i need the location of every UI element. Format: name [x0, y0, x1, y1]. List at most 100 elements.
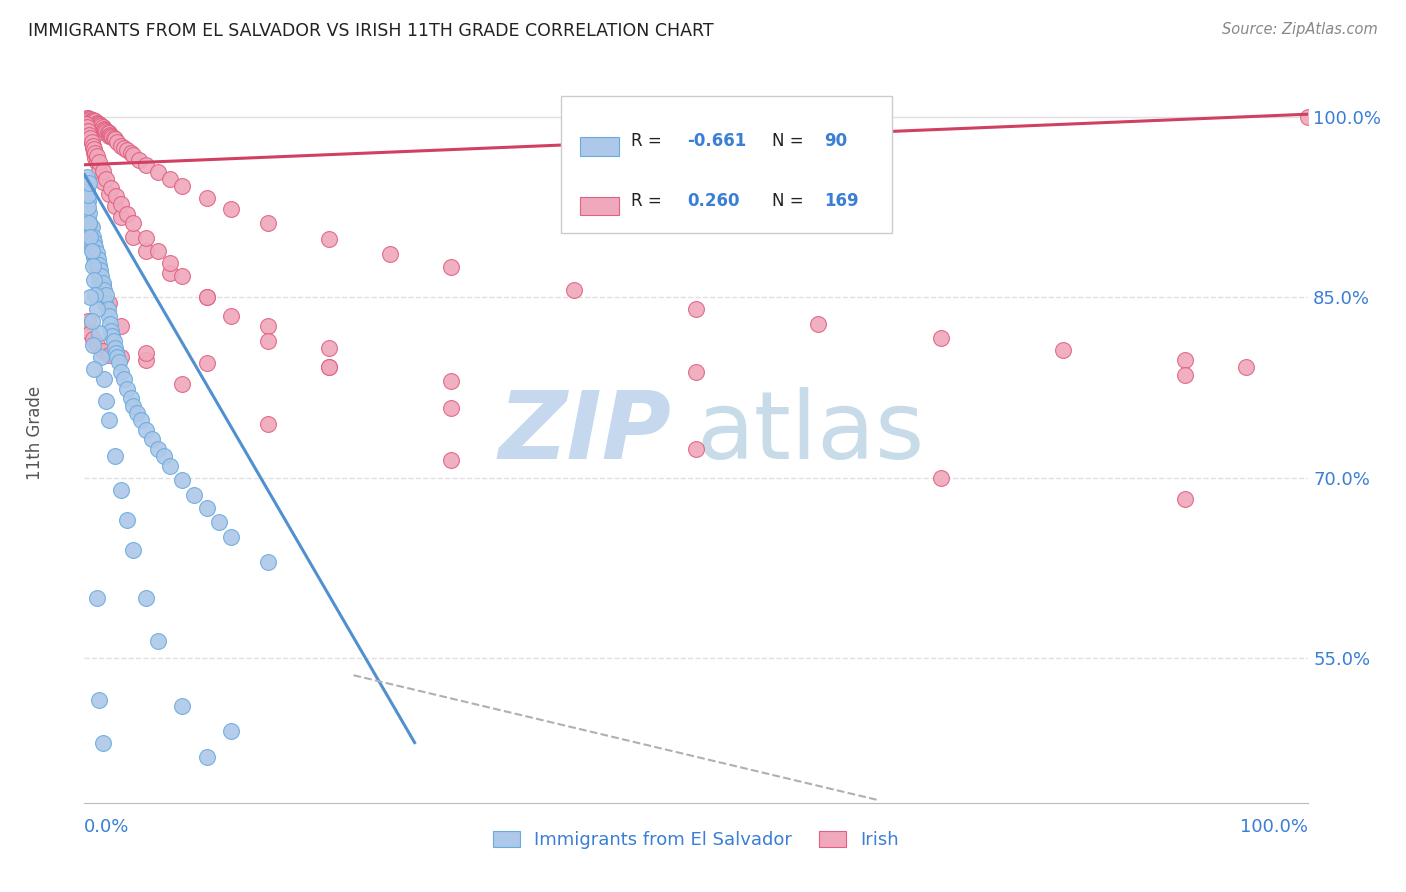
Point — [172, 268, 194, 283]
Point — [93, 283, 115, 297]
Point — [82, 117, 104, 131]
Point — [135, 352, 157, 367]
Point — [318, 232, 340, 246]
Point — [79, 326, 101, 341]
Point — [159, 266, 181, 280]
Point — [135, 244, 157, 259]
Point — [83, 251, 105, 265]
Point — [96, 172, 118, 186]
Point — [112, 141, 135, 155]
Point — [807, 317, 830, 331]
Point — [97, 413, 120, 427]
Point — [87, 258, 110, 272]
Point — [97, 302, 120, 317]
Point — [183, 488, 205, 502]
Point — [77, 123, 100, 137]
Point — [82, 230, 104, 244]
Point — [90, 120, 112, 134]
Point — [77, 128, 100, 142]
Point — [1296, 110, 1319, 124]
Text: N =: N = — [772, 192, 808, 210]
Point — [380, 247, 402, 261]
Point — [80, 135, 103, 149]
Legend: Immigrants from El Salvador, Irish: Immigrants from El Salvador, Irish — [492, 831, 900, 849]
Point — [257, 555, 280, 569]
Point — [93, 121, 115, 136]
Point — [77, 224, 100, 238]
Point — [257, 334, 280, 348]
Point — [83, 142, 105, 156]
Point — [83, 145, 105, 160]
Point — [90, 268, 112, 283]
Point — [128, 153, 150, 167]
Point — [79, 112, 101, 126]
Point — [122, 543, 145, 558]
Point — [91, 278, 114, 293]
Point — [82, 244, 104, 259]
Point — [91, 344, 114, 359]
Point — [172, 179, 194, 194]
Point — [120, 392, 142, 406]
Point — [86, 115, 108, 129]
Point — [82, 138, 104, 153]
Point — [98, 128, 121, 142]
Point — [77, 314, 100, 328]
Point — [115, 144, 138, 158]
Point — [84, 123, 107, 137]
Point — [89, 262, 111, 277]
Point — [80, 244, 103, 259]
Point — [91, 175, 114, 189]
Point — [84, 255, 107, 269]
Point — [75, 117, 97, 131]
Point — [76, 218, 98, 232]
Point — [77, 124, 100, 138]
Point — [86, 123, 108, 137]
Point — [97, 348, 120, 362]
Point — [104, 449, 127, 463]
Point — [195, 290, 218, 304]
Point — [83, 273, 105, 287]
Point — [97, 127, 120, 141]
Point — [135, 591, 157, 606]
Text: 90: 90 — [824, 132, 848, 150]
Point — [440, 260, 463, 274]
Point — [86, 120, 108, 134]
Point — [77, 215, 100, 229]
FancyBboxPatch shape — [579, 137, 619, 156]
Point — [104, 199, 127, 213]
Point — [82, 338, 104, 352]
Point — [98, 317, 121, 331]
Point — [141, 432, 163, 446]
Point — [93, 372, 115, 386]
Point — [83, 235, 105, 249]
Point — [159, 256, 181, 270]
Text: R =: R = — [631, 192, 666, 210]
Point — [97, 310, 120, 324]
Point — [84, 151, 107, 165]
Point — [77, 230, 100, 244]
Point — [79, 290, 101, 304]
Point — [87, 117, 110, 131]
Point — [100, 324, 122, 338]
Point — [76, 114, 98, 128]
Point — [1236, 359, 1258, 374]
Point — [83, 121, 105, 136]
Point — [101, 328, 124, 343]
Point — [219, 530, 242, 544]
Point — [172, 376, 194, 391]
Text: ZIP: ZIP — [499, 386, 672, 479]
Point — [115, 513, 138, 527]
FancyBboxPatch shape — [579, 197, 619, 215]
Point — [80, 120, 103, 135]
Point — [87, 121, 110, 136]
Point — [80, 220, 103, 235]
Point — [318, 341, 340, 355]
Point — [195, 290, 218, 304]
Point — [87, 163, 110, 178]
Point — [91, 163, 114, 178]
Point — [83, 114, 105, 128]
Point — [91, 290, 114, 304]
Point — [122, 148, 145, 162]
Point — [86, 338, 108, 352]
Point — [86, 245, 108, 260]
